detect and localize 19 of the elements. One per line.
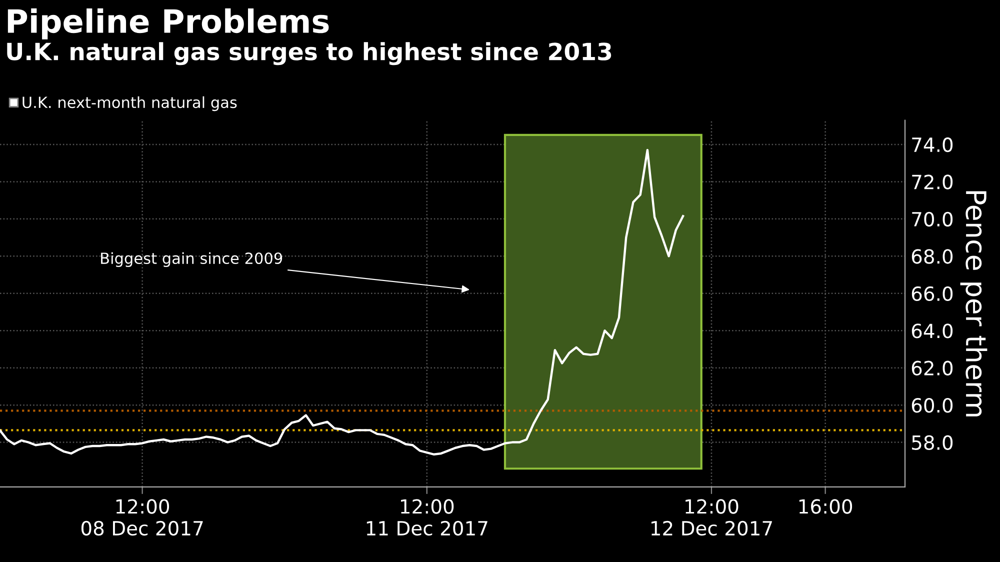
y-tick-label: 58.0 <box>912 435 953 450</box>
y-tick-label: 68.0 <box>912 249 953 264</box>
line-series <box>0 148 684 456</box>
y-tick-label: 60.0 <box>912 398 953 413</box>
y-tick-label: 72.0 <box>912 174 953 190</box>
chart-title: Pipeline Problems <box>8 8 329 40</box>
y-axis-title: Pence per therm <box>960 191 988 416</box>
annotation: Biggest gain since 2009 <box>101 252 282 268</box>
y-tick-label: 70.0 <box>912 212 953 227</box>
chart-subtitle: U.K. natural gas surges to highest since 2013 <box>7 42 612 66</box>
x-tick-label: 12:00 08 Dec 2017 <box>81 499 203 536</box>
y-tick-label: 66.0 <box>912 286 953 302</box>
y-tick-label: 64.0 <box>912 324 953 338</box>
x-tick-label: 12:00 11 Dec 2017 <box>366 499 488 536</box>
x-tick-label: 12:00 12 Dec 2017 <box>652 499 772 536</box>
y-tick-label: 62.0 <box>912 360 953 376</box>
legend-label: U.K. next-month natural gas <box>22 96 237 112</box>
x-tick-label: 16:00 <box>799 499 852 514</box>
y-tick-label: 74.0 <box>912 137 953 152</box>
